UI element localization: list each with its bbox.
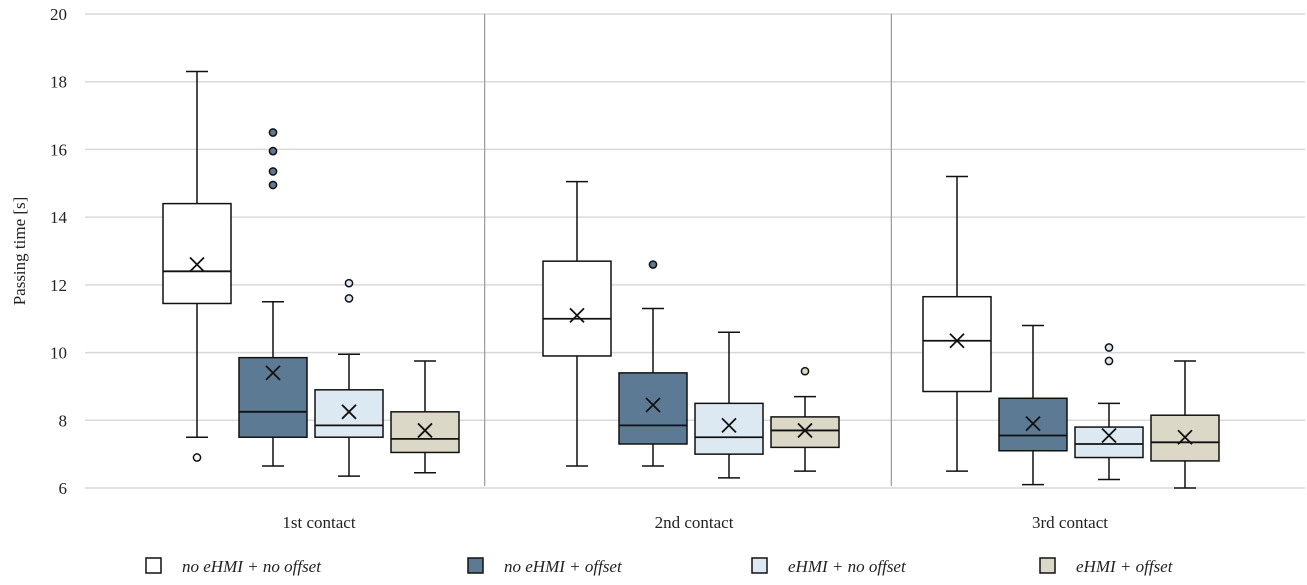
outlier-point	[268, 128, 278, 137]
box-iqr	[162, 202, 232, 305]
outlier-point	[192, 453, 202, 462]
legend-swatch	[467, 557, 484, 574]
y-tick-label: 12	[50, 276, 67, 295]
mean-marker	[949, 333, 965, 349]
box-4-cat-3	[1150, 360, 1220, 489]
box-2-cat-1	[238, 128, 308, 467]
mean-marker	[189, 256, 205, 273]
y-axis: Passing time [s] 6 8 10 12 14 16 18 20	[10, 5, 68, 498]
y-tick-label: 8	[59, 411, 68, 430]
mean-marker	[569, 307, 585, 323]
box-iqr	[922, 295, 992, 393]
box-1-cat-1	[162, 70, 232, 462]
box-3-cat-1	[314, 278, 384, 477]
mean-marker	[341, 404, 357, 420]
outlier-point	[344, 294, 354, 303]
outlier-point	[268, 146, 278, 156]
outlier-point	[268, 167, 278, 176]
box-iqr	[542, 260, 612, 357]
box-iqr	[314, 389, 384, 438]
outlier-point	[344, 278, 354, 288]
category-label: 3rd contact	[1032, 513, 1108, 532]
box-iqr	[1074, 426, 1144, 459]
legend-label: no eHMI + no offset	[182, 557, 322, 576]
mean-marker	[1177, 429, 1193, 445]
box-3-cat-2	[694, 331, 764, 479]
outlier-point	[268, 180, 278, 190]
box-iqr	[694, 402, 764, 455]
mean-marker	[265, 365, 281, 381]
y-tick-label: 18	[50, 73, 67, 92]
y-tick-label: 14	[50, 208, 68, 227]
box-1-cat-2	[542, 180, 612, 467]
box-1-cat-3	[922, 175, 992, 472]
outlier-point	[800, 366, 810, 376]
outlier-point	[1104, 356, 1114, 366]
box-3-cat-3	[1074, 343, 1144, 481]
legend-label: eHMI + no offset	[788, 557, 907, 576]
box-iqr	[390, 411, 460, 454]
box-4-cat-2	[770, 366, 840, 472]
y-tick-label: 16	[50, 140, 67, 159]
mean-marker	[797, 422, 813, 439]
legend-swatch	[1039, 557, 1056, 574]
mean-marker	[1101, 427, 1117, 444]
category-labels: 1st contact 2nd contact 3rd contact	[282, 513, 1108, 532]
boxes-layer	[162, 70, 1220, 489]
y-tick-label: 10	[50, 344, 67, 363]
outlier-point	[1104, 343, 1114, 352]
box-2-cat-2	[618, 260, 688, 467]
mean-marker	[721, 417, 737, 434]
box-iqr	[238, 356, 308, 438]
outlier-point	[648, 260, 658, 269]
legend: no eHMI + no offset no eHMI + offset eHMI …	[145, 557, 1174, 576]
category-label: 1st contact	[282, 513, 355, 532]
mean-marker	[1025, 416, 1041, 432]
y-tick-label: 6	[59, 479, 68, 498]
legend-label: no eHMI + offset	[504, 557, 623, 576]
box-iqr	[618, 372, 688, 445]
legend-label: eHMI + offset	[1076, 557, 1174, 576]
legend-swatch	[751, 557, 768, 574]
category-dividers	[484, 14, 892, 486]
legend-swatch	[145, 557, 162, 574]
category-label: 2nd contact	[655, 513, 734, 532]
y-axis-label: Passing time [s]	[10, 197, 29, 306]
box-2-cat-3	[998, 324, 1068, 486]
mean-marker	[645, 397, 661, 413]
box-iqr	[770, 416, 840, 449]
mean-marker	[417, 422, 433, 439]
y-tick-label: 20	[50, 5, 67, 24]
box-4-cat-1	[390, 360, 460, 474]
